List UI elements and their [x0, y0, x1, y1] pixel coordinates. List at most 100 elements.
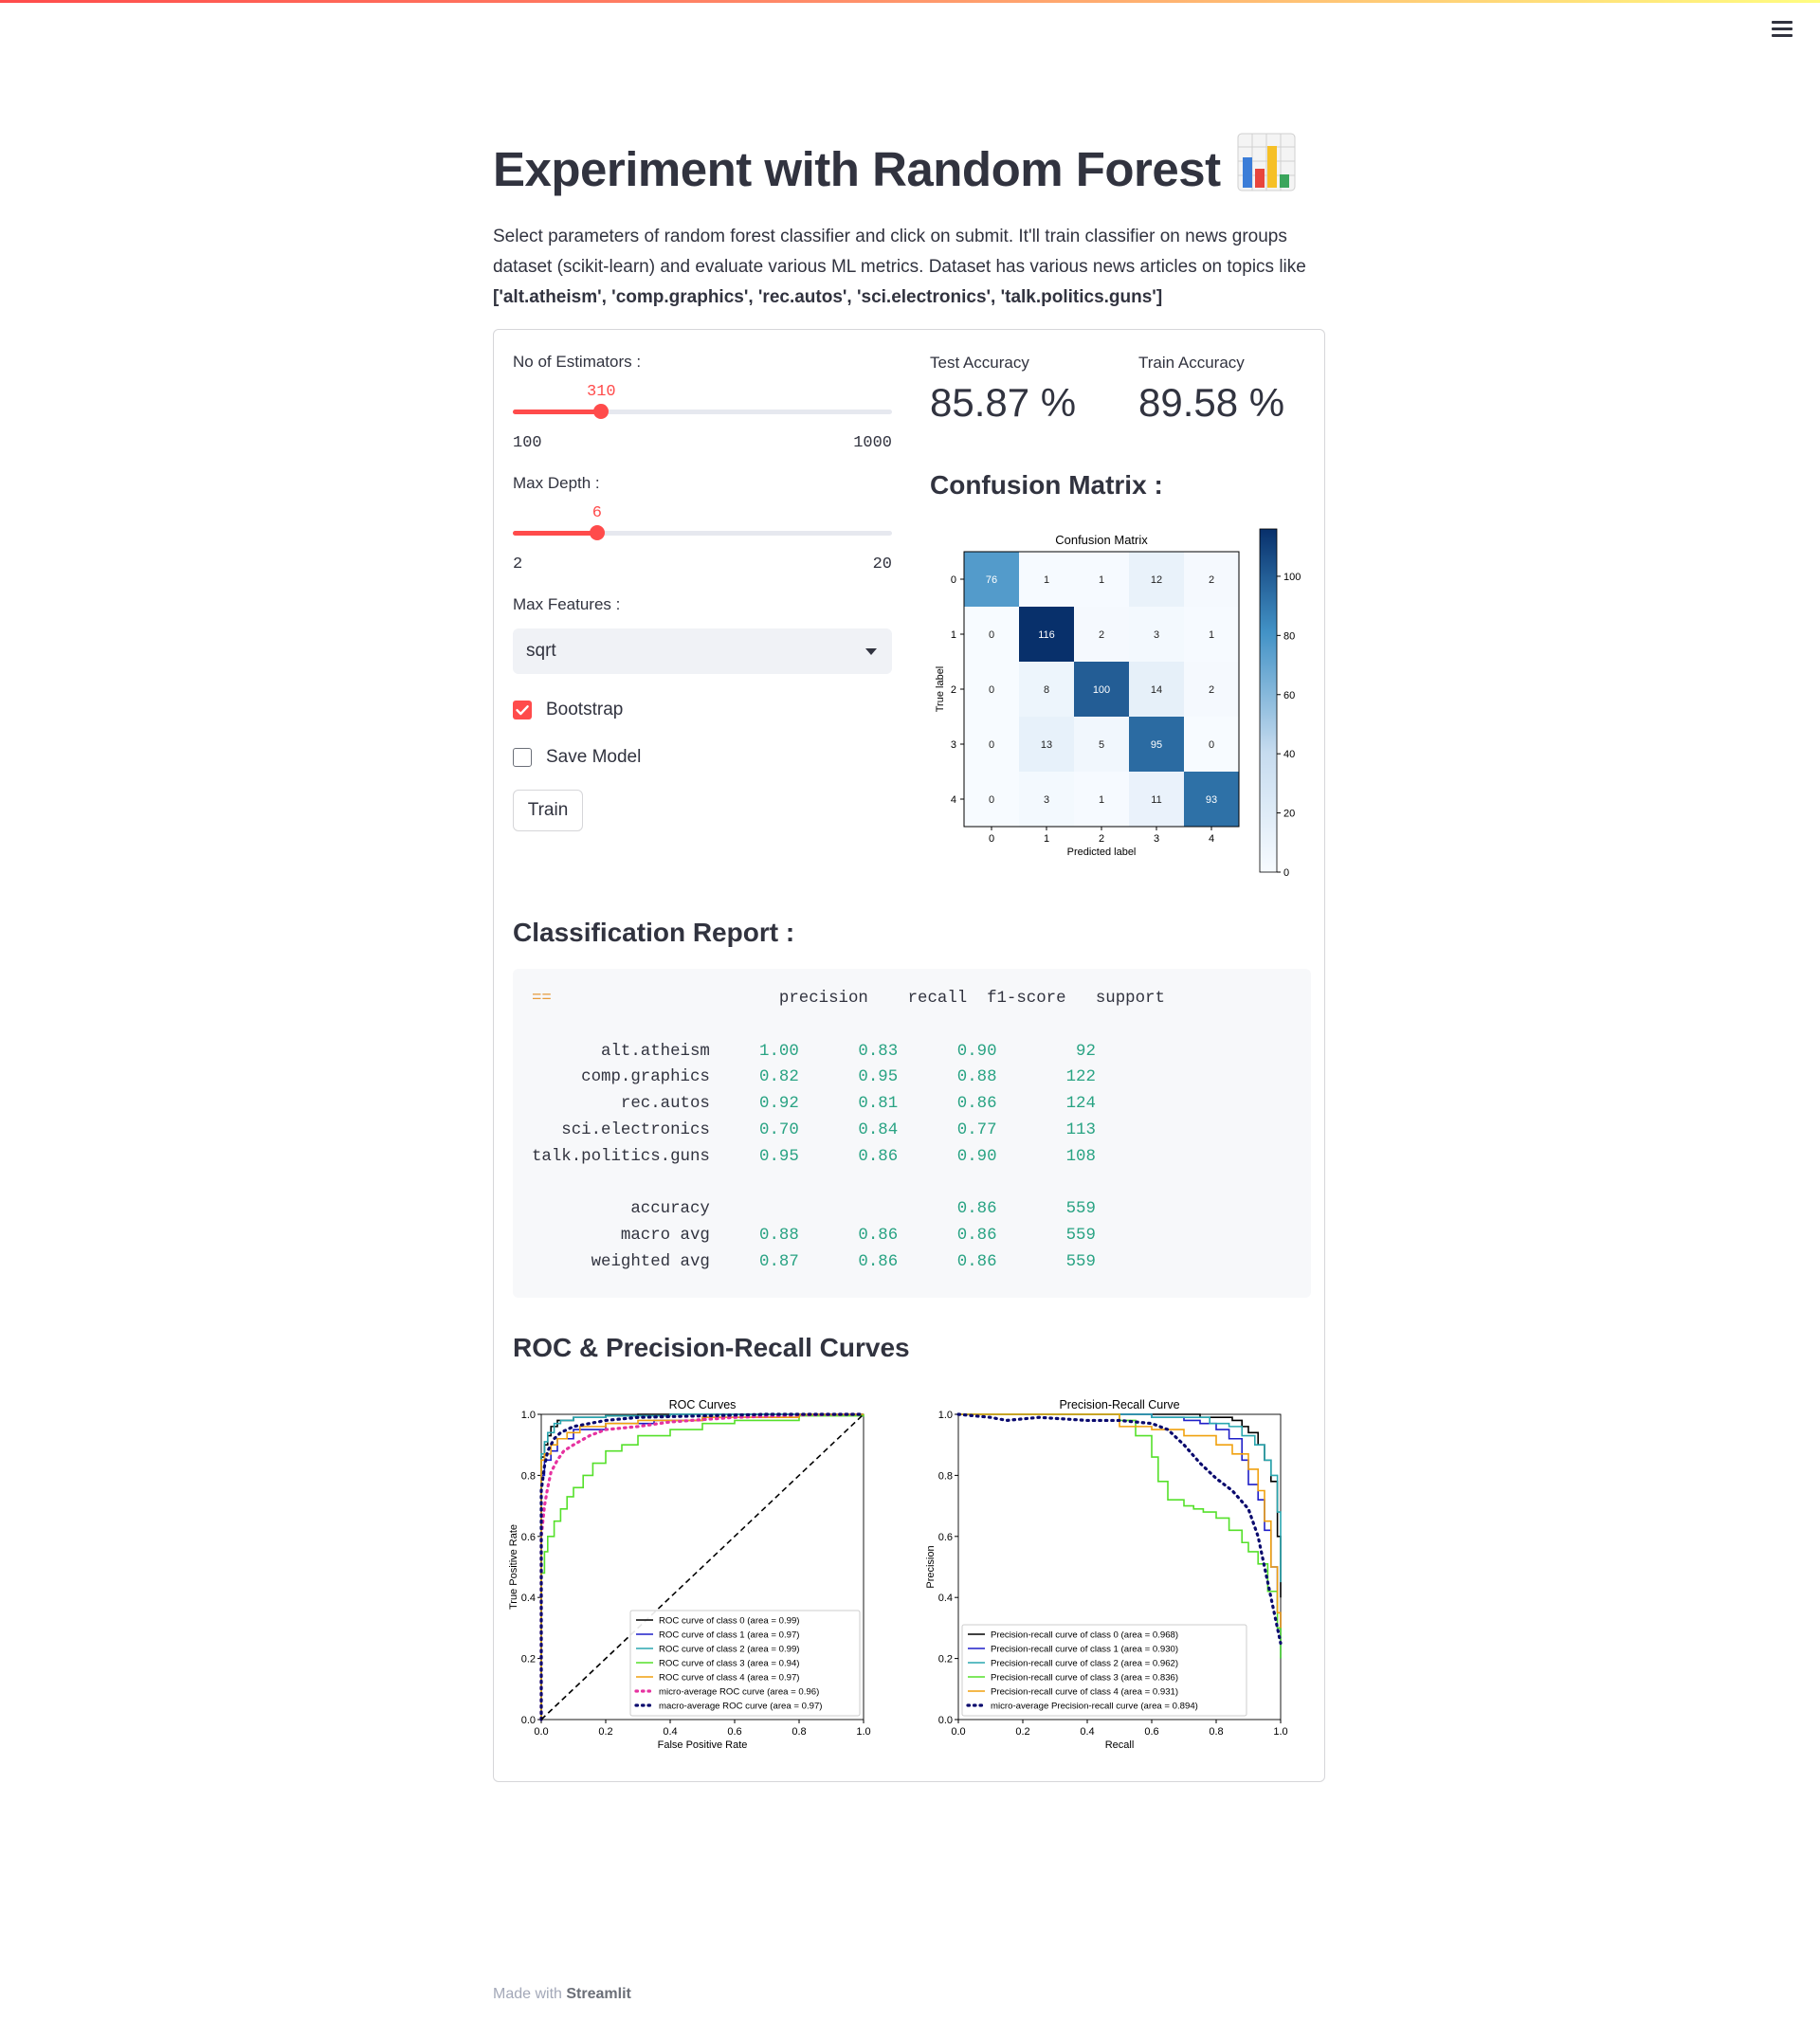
train-accuracy-metric: Train Accuracy 89.58 % — [1138, 354, 1284, 426]
report-value: 0.86 — [956, 1095, 997, 1114]
legend-label: ROC curve of class 0 (area = 0.99) — [659, 1616, 800, 1627]
heatmap-cell — [1129, 662, 1184, 717]
heatmap-cell — [964, 717, 1019, 772]
x-tick-label: 1.0 — [1273, 1726, 1287, 1738]
estimators-label: No of Estimators : — [513, 353, 642, 371]
x-tick-label: 0.2 — [598, 1726, 612, 1738]
x-tick-label: 0.6 — [1144, 1726, 1158, 1738]
cell-label: 11 — [1151, 794, 1161, 806]
cell-label: 12 — [1151, 574, 1162, 586]
report-value: 0.83 — [858, 1042, 899, 1061]
depth-slider[interactable]: 6 2 20 — [513, 474, 892, 574]
y-tick-label: 0.6 — [938, 1532, 953, 1543]
depth-max: 20 — [872, 555, 892, 574]
topics-list: ['alt.atheism', 'comp.graphics', 'rec.au… — [493, 287, 1163, 307]
report-value: 0.84 — [858, 1120, 899, 1139]
report-value: 0.81 — [858, 1095, 899, 1114]
depth-min: 2 — [513, 555, 523, 574]
chart-title: ROC Curves — [669, 1398, 737, 1411]
heatmap-cell — [1019, 717, 1074, 772]
features-selected-value: sqrt — [526, 641, 556, 661]
legend-label: ROC curve of class 2 (area = 0.99) — [659, 1645, 800, 1655]
checkbox-checked-icon[interactable] — [513, 701, 532, 719]
y-tick-label: 4 — [951, 794, 956, 806]
report-value: 0.82 — [759, 1068, 799, 1087]
features-select[interactable]: sqrt — [513, 628, 892, 674]
report-value: 0.88 — [759, 1227, 799, 1246]
series-line — [539, 1412, 865, 1721]
series-line — [958, 1413, 1282, 1629]
y-tick-label: 3 — [951, 739, 956, 751]
y-tick-label: 1 — [951, 629, 956, 641]
x-tick-label: 0.4 — [663, 1726, 677, 1738]
cell-label: 100 — [1093, 684, 1110, 696]
footer-prefix: Made with — [493, 1986, 562, 2002]
y-tick-label: 1.0 — [521, 1410, 536, 1421]
y-tick-label: 0.0 — [521, 1715, 536, 1726]
colorbar — [1259, 528, 1278, 873]
cell-label: 14 — [1151, 684, 1162, 696]
report-value: 559 — [1065, 1200, 1096, 1219]
report-value: 0.86 — [858, 1252, 899, 1271]
y-tick-label: 0.4 — [938, 1593, 953, 1604]
checkbox-unchecked-icon[interactable] — [513, 748, 532, 767]
y-tick-label: 1.0 — [938, 1410, 953, 1421]
train-accuracy-value: 89.58 % — [1138, 380, 1285, 425]
cell-label: 1 — [1099, 574, 1104, 586]
legend-label: Precision-recall curve of class 4 (area … — [991, 1687, 1178, 1698]
depth-label: Max Depth : — [513, 474, 600, 492]
report-value: 0.90 — [956, 1042, 997, 1061]
cell-label: 13 — [1041, 739, 1052, 751]
y-tick-label: 0.0 — [938, 1715, 953, 1726]
x-tick-label: 4 — [1209, 833, 1214, 845]
cell-label: 0 — [989, 629, 994, 641]
test-accuracy-value: 85.87 % — [930, 380, 1077, 425]
heatmap-cell — [1129, 552, 1184, 607]
roc-curves-chart: ROC Curves 0.0 0.2 0.4 0.6 0.8 1.0 0.0 0.2 0.4 0.6… — [508, 1398, 871, 1751]
report-value: 0.86 — [956, 1252, 997, 1271]
hamburger-menu-icon[interactable] — [1769, 17, 1795, 44]
x-axis-label: Recall — [1105, 1739, 1135, 1751]
report-value: 0.86 — [956, 1200, 997, 1219]
report-value: 0.86 — [956, 1227, 997, 1246]
colorbar-tick-label: 40 — [1283, 749, 1295, 760]
legend — [961, 1624, 1247, 1717]
legend-label: ROC curve of class 4 (area = 0.97) — [659, 1673, 800, 1684]
x-axis-label: Predicted label — [1067, 847, 1137, 858]
train-button[interactable]: Train — [513, 790, 583, 831]
estimators-thumb[interactable] — [593, 404, 610, 419]
parameters-form: No of Estimators : 310 100 1000 Max Dept… — [493, 329, 1325, 1782]
estimators-slider[interactable]: 310 100 1000 — [513, 353, 892, 452]
report-value: 559 — [1065, 1252, 1096, 1271]
report-value: 1.00 — [759, 1042, 799, 1061]
y-axis-label: True label — [935, 666, 946, 713]
x-tick-label: 2 — [1099, 833, 1104, 845]
heatmap-cell — [1074, 772, 1129, 827]
x-tick-label: 0.0 — [951, 1726, 965, 1738]
heatmap-cell — [1184, 552, 1239, 607]
test-accuracy-metric: Test Accuracy 85.87 % — [930, 354, 1076, 426]
depth-thumb[interactable] — [589, 525, 605, 540]
test-accuracy-label: Test Accuracy — [930, 354, 1029, 372]
series-line — [539, 1412, 865, 1721]
report-value: 0.86 — [858, 1227, 899, 1246]
cell-label: 1 — [1044, 574, 1049, 586]
estimators-track[interactable]: 310 — [513, 383, 892, 419]
depth-track[interactable]: 6 — [513, 504, 892, 540]
series-line — [956, 1412, 1283, 1646]
heatmap-cell — [1019, 772, 1074, 827]
intro-description: Select parameters of random forest class… — [493, 227, 1306, 277]
chevron-down-icon[interactable] — [865, 648, 877, 655]
x-tick-label: 0.8 — [1209, 1726, 1223, 1738]
x-tick-label: 1 — [1044, 833, 1049, 845]
colorbar-tick-label: 0 — [1283, 867, 1289, 879]
y-tick-label: 0.6 — [521, 1532, 536, 1543]
cell-label: 2 — [1099, 629, 1104, 641]
confusion-chart-title: Confusion Matrix — [1055, 533, 1148, 547]
y-tick-label: 0 — [951, 574, 956, 586]
legend-label: ROC curve of class 1 (area = 0.97) — [659, 1630, 800, 1641]
intro-text: Select parameters of random forest class… — [493, 222, 1327, 313]
chart-title: Precision-Recall Curve — [1059, 1398, 1179, 1411]
streamlit-link[interactable]: Streamlit — [566, 1986, 631, 2002]
report-value: 0.77 — [956, 1120, 997, 1139]
